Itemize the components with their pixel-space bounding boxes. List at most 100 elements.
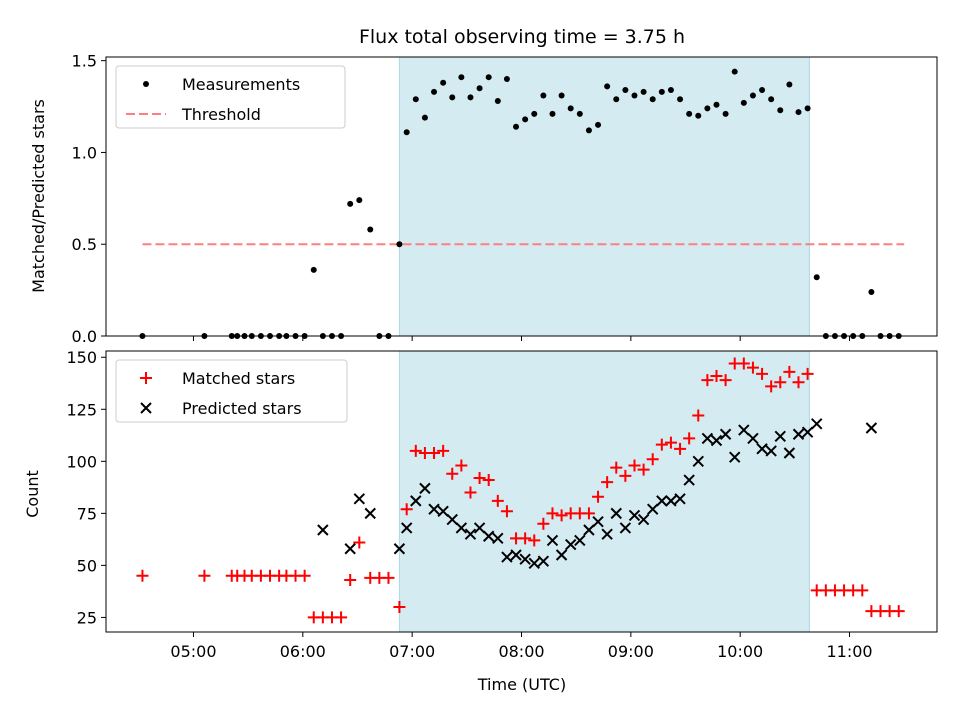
matched-star-point (601, 476, 614, 489)
predicted-star-point (393, 543, 406, 555)
x-tick-label: 08:00 (498, 642, 544, 661)
matched-star-point (792, 376, 805, 389)
matched-star-point (428, 446, 441, 459)
predicted-star-point (437, 505, 449, 517)
measurement-point (713, 101, 720, 108)
matched-star-point (437, 444, 450, 457)
matched-star-point (710, 369, 723, 382)
matched-star-point (592, 490, 605, 503)
matched-star-point (746, 361, 759, 374)
measurement-point (704, 105, 711, 112)
predicted-star-point (546, 534, 559, 547)
measurement-point (658, 88, 665, 95)
observing-window-band (399, 351, 810, 632)
matched-star-point (582, 507, 595, 520)
measurement-point (367, 226, 374, 233)
measurement-point (403, 129, 410, 136)
predicted-star-point (710, 434, 723, 447)
matched-star-point (446, 467, 459, 480)
matched-star-point (546, 507, 559, 520)
y-tick-label: 100 (66, 452, 97, 471)
matched-star-point (409, 444, 422, 457)
measurement-point (604, 83, 611, 90)
matched-star-point (198, 569, 211, 582)
matched-star-point (491, 494, 504, 507)
measurement-point (494, 98, 501, 105)
matched-star-point (519, 532, 532, 545)
legend: Matched stars Predicted stars (115, 359, 348, 423)
predicted-star-point (719, 428, 732, 440)
y-tick-label: 1.0 (72, 143, 97, 162)
measurement-point (768, 96, 775, 103)
predicted-star-point (528, 557, 540, 570)
x-tick-label: 11:00 (826, 642, 872, 661)
matched-star-point (783, 365, 796, 378)
matched-star-point (619, 469, 632, 482)
x-axis-label: Time (UTC) (477, 675, 566, 694)
matched-star-point (136, 569, 149, 582)
matched-star-point (382, 571, 395, 584)
measurement-point (749, 92, 756, 99)
legend-label: Threshold (181, 105, 261, 124)
predicted-star-point (647, 503, 659, 515)
predicted-star-point (537, 555, 550, 567)
predicted-star-point (400, 522, 413, 534)
predicted-star-point (419, 482, 431, 495)
matched-star-point (628, 459, 641, 472)
measurement-point (613, 96, 620, 103)
predicted-star-point (501, 551, 513, 563)
measurement-point (631, 92, 638, 99)
measurement-point (622, 87, 629, 94)
measurement-point (722, 110, 729, 117)
y-tick-label: 50 (77, 556, 97, 575)
measurement-point (777, 107, 784, 114)
predicted-star-point (564, 538, 577, 551)
legend-box (115, 359, 348, 423)
bottom-y-axis-label: Count (23, 470, 42, 518)
predicted-star-point (344, 543, 356, 555)
predicted-star-point (510, 549, 522, 561)
y-tick-label: 0.5 (72, 235, 97, 254)
measurement-point (731, 68, 738, 75)
predicted-star-point (619, 522, 632, 534)
measurement-point (503, 76, 510, 83)
predicted-star-point (473, 522, 486, 534)
measurement-point (686, 110, 693, 117)
legend-label: Matched stars (182, 369, 295, 388)
predicted-star-point (492, 532, 504, 545)
top-y-axis-label: Matched/Predicted stars (29, 99, 48, 293)
matched-star-point (674, 442, 687, 455)
x-tick-label: 07:00 (389, 642, 435, 661)
chart-title: Flux total observing time = 3.75 h (359, 26, 685, 48)
matched-star-point (298, 569, 311, 582)
measurement-point (795, 109, 802, 116)
y-tick-label: 25 (77, 608, 97, 627)
measurement-point (458, 74, 465, 81)
predicted-star-point (482, 530, 495, 542)
y-tick-label: 150 (66, 348, 97, 367)
measurement-point (440, 79, 447, 86)
matched-star-point (664, 436, 677, 449)
measurement-point (558, 92, 565, 99)
measurement-point (396, 241, 403, 248)
x-tick-label: 05:00 (170, 642, 216, 661)
matched-star-point (692, 409, 705, 422)
legend-label: Predicted stars (182, 399, 302, 418)
matched-star-point (774, 376, 787, 389)
predicted-star-point (601, 528, 613, 540)
matched-star-point (683, 432, 696, 445)
legend: Measurements Threshold (115, 65, 346, 129)
predicted-star-point (353, 493, 366, 505)
predicted-star-point (464, 528, 477, 540)
measurement-point (549, 110, 556, 117)
y-tick-label: 0.0 (72, 327, 97, 346)
legend-matched-marker (140, 372, 152, 384)
matched-star-point (756, 367, 769, 380)
matched-star-point (737, 357, 750, 370)
predicted-star-point (637, 513, 650, 526)
y-tick-label: 1.5 (72, 52, 97, 71)
observing-window-band (399, 57, 810, 336)
measurement-point (449, 94, 456, 101)
matched-star-point (473, 471, 486, 484)
